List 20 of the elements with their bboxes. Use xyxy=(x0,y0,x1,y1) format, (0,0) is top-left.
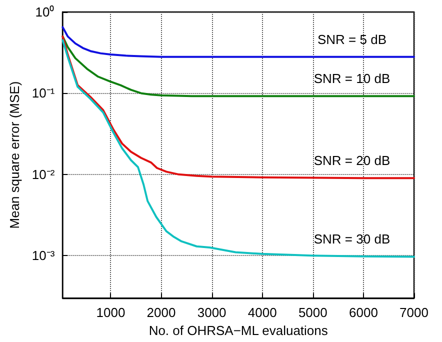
series-label: SNR = 5 dB xyxy=(317,32,387,47)
line-series xyxy=(62,26,415,58)
series-label: SNR = 20 dB xyxy=(314,153,390,168)
line-series xyxy=(62,35,415,180)
y-tick-label: 10⁻² xyxy=(32,166,56,182)
x-tick-label: 6000 xyxy=(348,305,378,320)
series-label: SNR = 30 dB xyxy=(314,232,390,247)
x-tick-label: 2000 xyxy=(146,305,176,320)
x-tick-label: 1000 xyxy=(96,305,126,320)
series-label: SNR = 10 dB xyxy=(314,71,390,86)
y-axis-title: Mean square error (MSE) xyxy=(7,81,22,229)
y-tick-label: 10⁻³ xyxy=(32,248,56,264)
y-tick-label: 10⁻¹ xyxy=(32,86,56,101)
y-tick-label: 10⁰ xyxy=(35,4,55,20)
line-series xyxy=(62,35,415,98)
x-tick-label: 4000 xyxy=(248,305,277,320)
x-axis-title: No. of OHRSA−ML evaluations xyxy=(148,323,328,338)
x-tick-label: 5000 xyxy=(298,305,328,320)
x-tick-label: 7000 xyxy=(400,305,428,320)
x-tick-label: 3000 xyxy=(197,305,226,320)
